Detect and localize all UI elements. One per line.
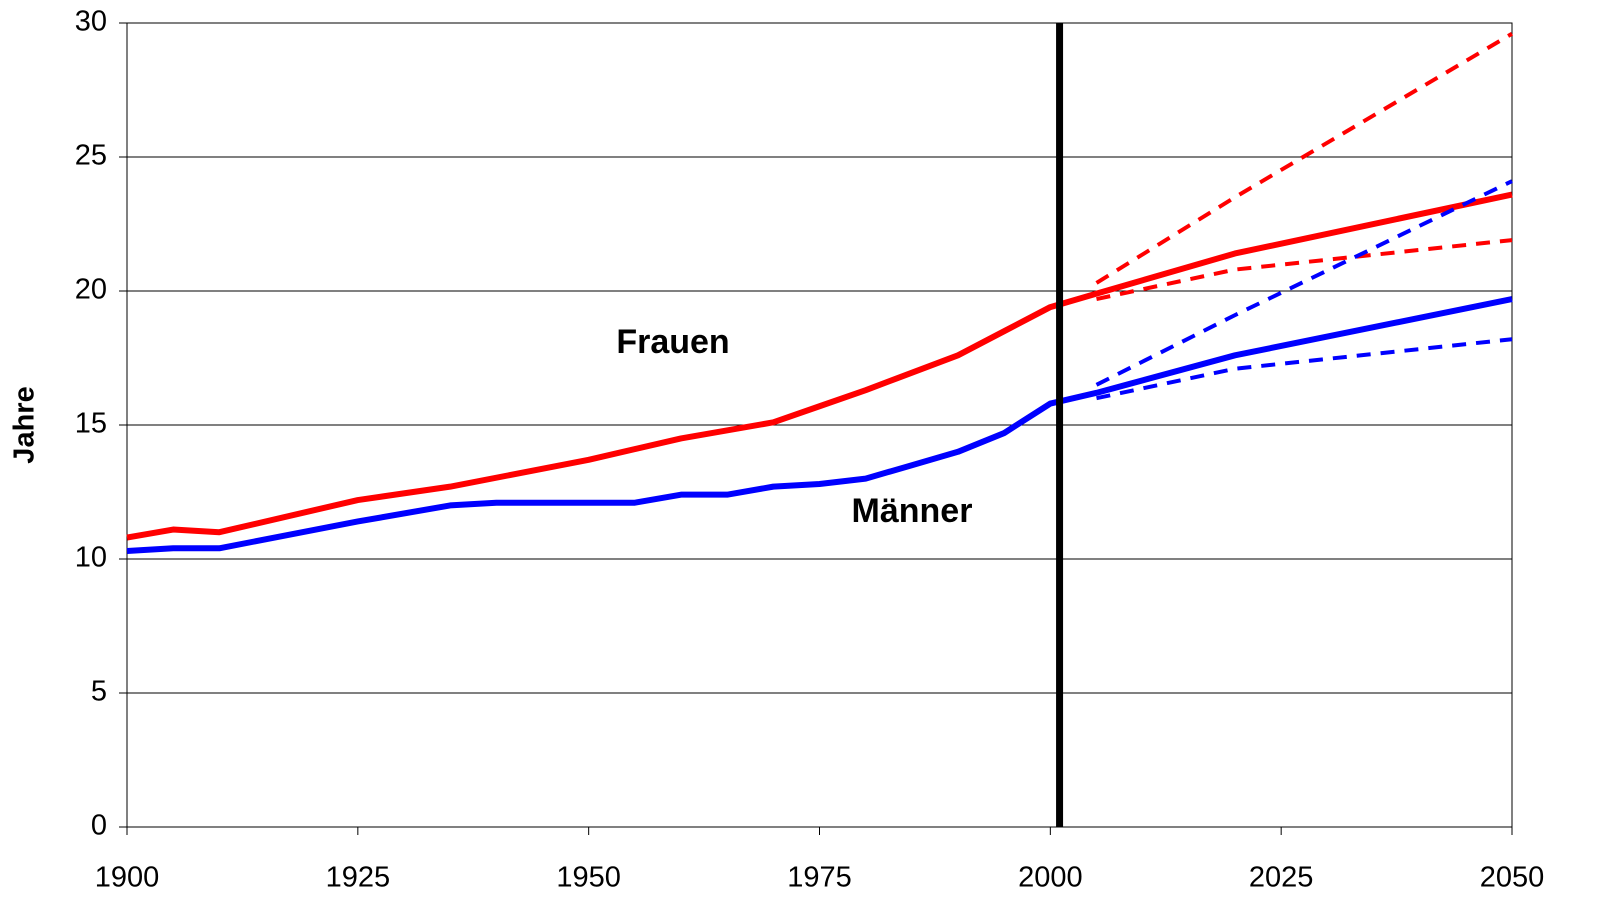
y-tick-label: 20 <box>75 274 107 306</box>
x-tick-label: 2025 <box>1249 862 1314 894</box>
projection-line <box>1096 337 1513 401</box>
y-tick-label: 25 <box>75 140 107 172</box>
y-tick-label: 10 <box>75 542 107 574</box>
y-tick-label: 5 <box>91 676 107 708</box>
y-tick-label: 0 <box>91 810 107 842</box>
x-tick-label: 1900 <box>95 862 160 894</box>
y-axis-label: Jahre <box>9 386 41 463</box>
x-tick-label: 1975 <box>787 862 852 894</box>
x-tick-label: 2000 <box>1018 862 1083 894</box>
x-tick-label: 1950 <box>556 862 621 894</box>
projection-line <box>1095 31 1514 285</box>
y-tick-label: 15 <box>75 408 107 440</box>
annotation: Männer <box>852 492 973 530</box>
line <box>126 296 1513 554</box>
x-tick-label: 2050 <box>1480 862 1545 894</box>
projection-line <box>1095 179 1513 387</box>
y-tick-label: 30 <box>75 6 107 38</box>
plot-frame <box>126 22 1513 828</box>
line <box>126 191 1513 541</box>
annotation: Frauen <box>616 323 729 361</box>
x-tick-label: 1925 <box>326 862 391 894</box>
projection-line <box>1096 238 1513 301</box>
